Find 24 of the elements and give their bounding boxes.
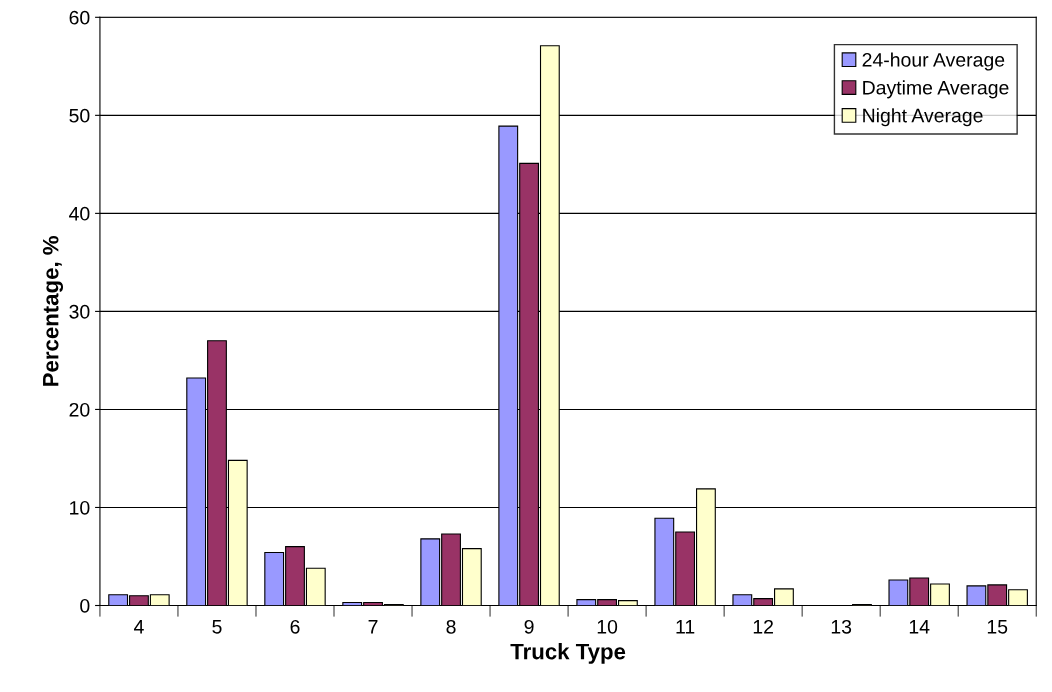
y-tick-label: 10: [70, 500, 90, 515]
y-tick-label: 30: [69, 304, 90, 319]
x-tick-label: 4: [133, 620, 144, 634]
x-tick-label: 11: [676, 620, 695, 634]
y-axis-title: Percentage, %: [42, 236, 64, 386]
y-tick-label: 60: [69, 10, 90, 25]
y-tick-label: 40: [69, 206, 90, 221]
y-tick-label: 20: [69, 402, 90, 417]
x-tick-label: 8: [446, 619, 456, 634]
x-tick-label: 10: [597, 619, 618, 634]
legend-label: Night Average: [863, 108, 983, 127]
legend-label: Daytime Average: [863, 80, 1009, 99]
y-tick-label: 0: [80, 598, 90, 613]
x-tick-label: 5: [212, 620, 222, 634]
x-tick-label: 15: [987, 620, 1008, 634]
x-tick-label: 12: [753, 619, 773, 634]
x-tick-label: 6: [290, 619, 300, 634]
x-tick-label: 14: [909, 620, 930, 634]
x-tick-label: 9: [524, 619, 534, 634]
x-tick-label: 13: [831, 619, 852, 634]
x-axis-title: Truck Type: [510, 643, 626, 664]
x-tick-label: 7: [368, 620, 378, 634]
legend-label: 24-hour Average: [862, 52, 1005, 71]
y-tick-label: 50: [69, 108, 90, 123]
